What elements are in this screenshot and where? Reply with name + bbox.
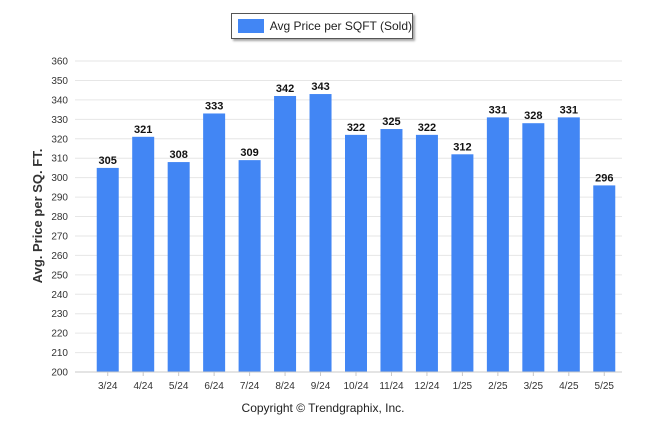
x-tick-label: 9/24 (311, 381, 331, 392)
bar (486, 117, 509, 373)
y-tick-label: 220 (51, 329, 68, 340)
bar (96, 167, 119, 372)
x-tick-label: 2/25 (488, 381, 508, 392)
data-label: 328 (524, 110, 542, 122)
x-tick-label: 4/25 (559, 381, 579, 392)
bar (167, 162, 190, 372)
y-tick-label: 240 (51, 290, 68, 301)
data-label: 296 (595, 172, 613, 184)
bar (593, 185, 616, 372)
bars (96, 94, 616, 373)
data-label: 322 (418, 122, 436, 134)
bar (274, 95, 297, 373)
x-tick-label: 7/24 (240, 381, 260, 392)
legend-swatch (238, 19, 264, 33)
y-tick-label: 250 (51, 270, 68, 281)
bar (203, 113, 226, 372)
x-tick-label: 1/25 (453, 381, 473, 392)
x-tick-label: 3/24 (98, 381, 118, 392)
bar (238, 160, 261, 372)
x-tick-label: 6/24 (204, 381, 224, 392)
y-tick-label: 320 (51, 134, 68, 145)
x-tick-label: 4/24 (133, 381, 153, 392)
y-tick-label: 340 (51, 95, 68, 106)
copyright-text: Copyright © Trendgraphix, Inc. (241, 401, 405, 415)
x-tick-label: 8/24 (275, 381, 295, 392)
data-label: 322 (347, 122, 365, 134)
x-axis-ticks: 3/24 4/24 5/24 6/24 7/24 8/24 9/24 10/24 11/24 12… (98, 372, 614, 392)
data-label: 333 (205, 100, 223, 112)
y-tick-label: 290 (51, 193, 68, 204)
x-tick-label: 11/24 (379, 381, 404, 392)
data-label: 331 (560, 104, 578, 116)
data-label: 321 (134, 124, 152, 136)
data-label: 309 (240, 147, 258, 159)
y-tick-label: 300 (51, 173, 68, 184)
x-tick-label: 5/25 (595, 381, 615, 392)
data-label: 312 (453, 141, 471, 153)
bar (415, 134, 438, 372)
data-label: 305 (99, 155, 117, 167)
bar (132, 136, 155, 372)
y-tick-label: 360 (51, 57, 68, 68)
y-tick-label: 280 (51, 212, 68, 223)
data-label: 331 (489, 104, 507, 116)
data-labels: 305 321 308 333 309 342 343 322 325 322 312 331 328 3… (99, 81, 614, 184)
bar (557, 117, 580, 373)
y-tick-label: 210 (51, 348, 68, 359)
x-tick-label: 12/24 (414, 381, 439, 392)
y-tick-label: 200 (51, 368, 68, 379)
bar (522, 123, 545, 372)
bar (345, 134, 367, 372)
x-tick-label: 3/25 (524, 381, 544, 392)
bar (309, 94, 332, 372)
data-label: 343 (311, 81, 329, 93)
y-axis-ticks: 200 210 220 230 240 250 260 270 280 290 300 310 320 3… (51, 57, 68, 379)
x-tick-label: 5/24 (169, 381, 189, 392)
y-tick-label: 350 (51, 76, 68, 87)
bar (380, 129, 403, 372)
data-label: 342 (276, 83, 294, 95)
y-tick-label: 270 (51, 231, 68, 242)
y-tick-label: 330 (51, 115, 68, 126)
y-tick-label: 230 (51, 309, 68, 320)
y-tick-label: 260 (51, 251, 68, 262)
legend: Avg Price per SQFT (Sold) (231, 13, 413, 39)
y-axis-label: Avg. Price per SQ. FT. (30, 149, 45, 284)
y-tick-label: 310 (51, 154, 68, 165)
x-tick-label: 10/24 (343, 381, 368, 392)
data-label: 308 (169, 149, 187, 161)
data-label: 325 (382, 116, 400, 128)
bar (451, 154, 474, 372)
legend-label: Avg Price per SQFT (Sold) (269, 19, 412, 33)
